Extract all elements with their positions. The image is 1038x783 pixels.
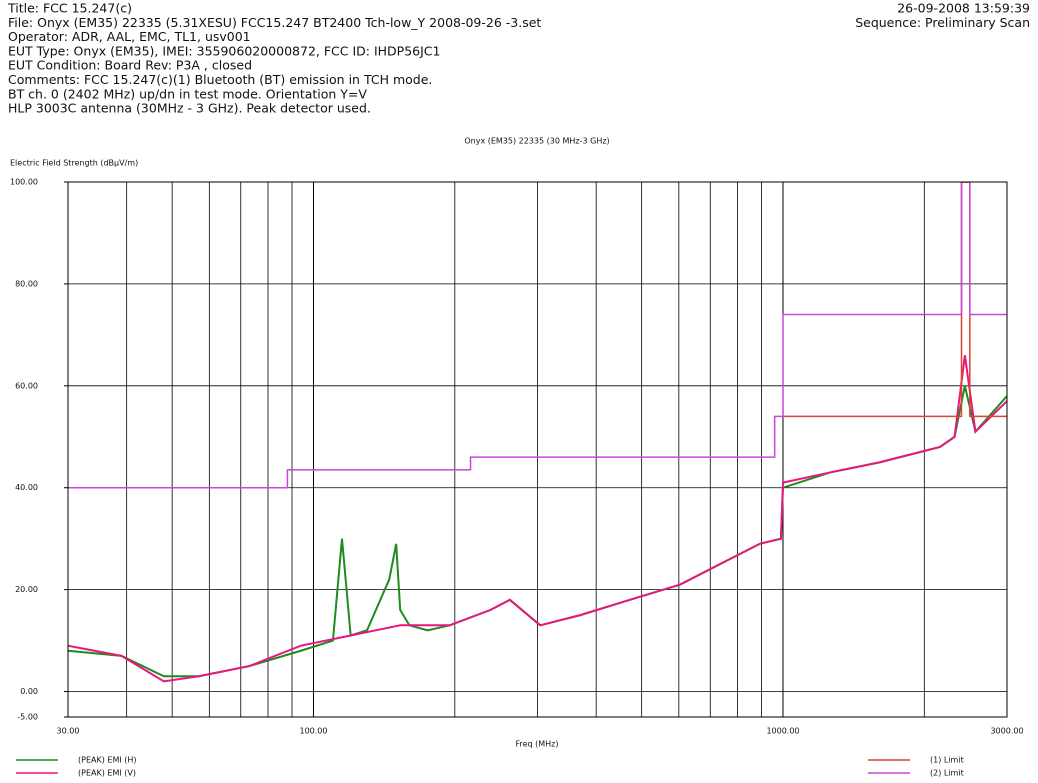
y-tick-label: 0.00	[20, 687, 38, 696]
header-line: Sequence: Preliminary Scan	[855, 15, 1030, 30]
plot-frame	[67, 181, 1008, 718]
header-line: BT ch. 0 (2402 MHz) up/dn in test mode. …	[8, 86, 367, 101]
series-line	[782, 182, 1007, 418]
x-tick-label: 3000.00	[990, 727, 1023, 736]
x-tick-label: 100.00	[299, 727, 327, 736]
series-line	[68, 355, 1007, 683]
legend-label: (PEAK) EMI (V)	[78, 769, 136, 778]
header-line: HLP 3003C antenna (30MHz - 3 GHz). Peak …	[8, 101, 371, 116]
header-line: File: Onyx (EM35) 22335 (5.31XESU) FCC15…	[8, 15, 541, 30]
x-tick-label: 30.00	[57, 727, 80, 736]
header-line: Comments: FCC 15.247(c)(1) Bluetooth (BT…	[8, 72, 432, 87]
y-tick-label: 40.00	[15, 483, 38, 492]
legend-label: (2) Limit	[930, 769, 964, 778]
header-line: EUT Condition: Board Rev: P3A , closed	[8, 58, 252, 73]
y-tick-label: 20.00	[15, 585, 38, 594]
y-tick-label: 60.00	[15, 381, 38, 390]
legend: (PEAK) EMI (H) (PEAK) EMI (V) (1) Limit (2)…	[16, 756, 964, 778]
y-tick-label: 80.00	[15, 279, 38, 288]
header-line: Title: FCC 15.247(c)	[7, 1, 132, 16]
header-line: EUT Type: Onyx (EM35), IMEI: 35590602000…	[8, 43, 441, 58]
x-tick-label: 1000.00	[766, 727, 799, 736]
y-axis-label: Electric Field Strength (dBµV/m)	[10, 159, 138, 168]
series-line	[68, 182, 1007, 489]
x-axis-label: Freq (MHz)	[515, 740, 558, 749]
header-line: 26-09-2008 13:59:39	[897, 1, 1030, 16]
header: Title: FCC 15.247(c)File: Onyx (EM35) 22…	[7, 1, 1030, 116]
y-tick-label: 100.00	[10, 178, 38, 187]
y-tick-label: -5.00	[17, 713, 38, 722]
chart-title: Onyx (EM35) 22335 (30 MHz-3 GHz)	[464, 137, 609, 146]
plot-area	[68, 182, 1007, 683]
legend-label: (1) Limit	[930, 756, 964, 765]
legend-label: (PEAK) EMI (H)	[78, 756, 137, 765]
header-line: Operator: ADR, AAL, EMC, TL1, usv001	[8, 29, 251, 44]
